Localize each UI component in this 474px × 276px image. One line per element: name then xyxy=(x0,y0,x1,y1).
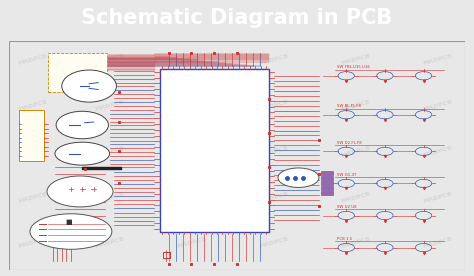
Text: MADPCB: MADPCB xyxy=(258,237,289,249)
Bar xyxy=(166,72,262,228)
Text: Schematic Diagram in PCB: Schematic Diagram in PCB xyxy=(82,8,392,28)
Text: MADPCB: MADPCB xyxy=(340,191,371,203)
Text: MADPCB: MADPCB xyxy=(176,53,207,66)
Text: SW G1.47: SW G1.47 xyxy=(337,173,356,177)
Ellipse shape xyxy=(278,168,319,187)
Bar xyxy=(321,181,333,185)
Ellipse shape xyxy=(56,111,109,139)
Text: MADPCB: MADPCB xyxy=(94,237,125,249)
Text: MADPCB: MADPCB xyxy=(422,237,453,249)
Ellipse shape xyxy=(47,176,113,207)
Text: MADPCB: MADPCB xyxy=(340,237,371,249)
Text: MADPCB: MADPCB xyxy=(258,99,289,112)
Text: SW BL.FL.F8: SW BL.FL.F8 xyxy=(337,104,361,108)
Text: MADPCB: MADPCB xyxy=(340,99,371,112)
Text: MADPCB: MADPCB xyxy=(17,99,47,112)
Text: MADPCB: MADPCB xyxy=(422,145,453,158)
Text: MADPCB: MADPCB xyxy=(17,191,47,203)
Bar xyxy=(48,53,107,92)
Ellipse shape xyxy=(62,70,117,102)
Text: MADPCB: MADPCB xyxy=(422,99,453,112)
Ellipse shape xyxy=(30,214,112,249)
Text: MADPCB: MADPCB xyxy=(94,99,125,112)
Text: MADPCB: MADPCB xyxy=(340,145,371,158)
Text: SW TBL.U15.U16: SW TBL.U15.U16 xyxy=(337,65,370,70)
Text: MADPCB: MADPCB xyxy=(17,237,47,249)
Text: MADPCB: MADPCB xyxy=(422,191,453,203)
Text: MADPCB: MADPCB xyxy=(94,145,125,158)
Bar xyxy=(321,171,333,175)
Text: MADPCB: MADPCB xyxy=(17,145,47,158)
Bar xyxy=(321,176,333,180)
Text: MADPCB: MADPCB xyxy=(176,191,207,203)
Bar xyxy=(160,69,269,232)
Bar xyxy=(163,252,170,258)
Text: MADPCB: MADPCB xyxy=(94,53,125,66)
Text: SW U2.U8: SW U2.U8 xyxy=(337,205,357,209)
Text: MADPCB: MADPCB xyxy=(340,53,371,66)
Text: MADPCB: MADPCB xyxy=(258,145,289,158)
Text: MADPCB: MADPCB xyxy=(422,53,453,66)
Text: MADPCB: MADPCB xyxy=(94,191,125,203)
Text: SW D2.FL.F8: SW D2.FL.F8 xyxy=(337,141,362,145)
Text: MADPCB: MADPCB xyxy=(17,53,47,66)
Bar xyxy=(321,192,333,195)
Text: MADPCB: MADPCB xyxy=(258,53,289,66)
Text: PCB 1.5: PCB 1.5 xyxy=(337,237,352,241)
Bar xyxy=(321,186,333,190)
Bar xyxy=(18,110,44,161)
Ellipse shape xyxy=(55,142,109,165)
Text: MADPCB: MADPCB xyxy=(176,145,207,158)
Text: ■: ■ xyxy=(65,219,72,224)
Text: MADPCB: MADPCB xyxy=(176,237,207,249)
Text: MADPCB: MADPCB xyxy=(258,191,289,203)
Text: MADPCB: MADPCB xyxy=(176,99,207,112)
